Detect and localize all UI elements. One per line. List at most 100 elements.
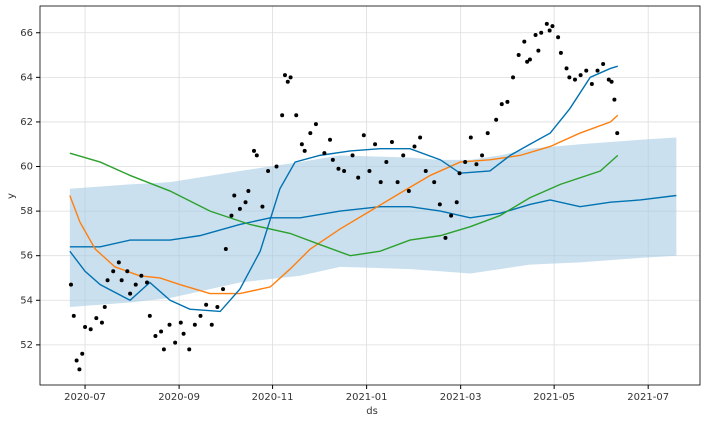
data-point: [83, 325, 88, 330]
data-point: [609, 79, 614, 84]
data-point: [485, 131, 490, 136]
data-point: [449, 213, 454, 218]
data-point: [361, 133, 366, 138]
data-point: [159, 329, 164, 334]
data-point: [308, 131, 313, 136]
plot-frame: [39, 5, 701, 386]
data-point: [294, 113, 299, 118]
data-point: [463, 160, 468, 165]
data-point: [68, 282, 73, 287]
data-point: [342, 168, 347, 173]
x-tick-label: 2021-05: [533, 392, 575, 403]
data-point: [139, 273, 144, 278]
data-point: [367, 168, 372, 173]
y-tick-label: 66: [20, 28, 33, 39]
data-point: [328, 137, 333, 142]
x-tick-label: 2020-09: [158, 392, 200, 403]
data-point: [589, 82, 594, 87]
data-point: [356, 175, 361, 180]
data-point: [313, 122, 318, 127]
line: [69, 65, 618, 313]
data-point: [322, 151, 327, 156]
data-point: [395, 180, 400, 185]
data-point: [480, 153, 485, 158]
data-point: [266, 168, 271, 173]
x-tick-label: 2020-07: [64, 392, 106, 403]
data-point: [423, 168, 428, 173]
y-tick-label: 60: [20, 162, 33, 173]
data-point: [161, 347, 166, 352]
data-point: [525, 59, 530, 64]
data-point: [229, 213, 234, 218]
data-point: [330, 157, 335, 162]
data-point: [443, 235, 448, 240]
x-tick-label: 2021-01: [346, 392, 388, 403]
data-point: [418, 135, 423, 140]
data-point: [77, 367, 82, 372]
data-point: [454, 200, 459, 205]
data-point: [615, 131, 620, 136]
data-point: [558, 50, 563, 55]
data-point: [105, 278, 110, 283]
data-point: [468, 135, 473, 140]
data-point: [246, 189, 251, 194]
data-point: [527, 57, 532, 62]
y-tick-label: 52: [20, 340, 33, 351]
data-point: [280, 113, 285, 118]
data-point: [511, 75, 516, 80]
y-tick-label: 58: [20, 206, 33, 217]
data-point: [147, 313, 152, 318]
line: [69, 114, 619, 295]
data-point: [260, 204, 265, 209]
uncertainty-band: [69, 137, 677, 307]
data-point: [494, 117, 499, 122]
data-point: [457, 171, 462, 176]
x-axis-label: ds: [366, 406, 378, 417]
data-point: [181, 331, 186, 336]
data-point: [536, 48, 541, 53]
data-point: [564, 66, 569, 71]
data-point: [144, 280, 149, 285]
data-point: [111, 269, 116, 274]
data-point: [578, 73, 583, 78]
data-point: [412, 144, 417, 149]
data-point: [432, 180, 437, 185]
y-tick-label: 62: [20, 117, 33, 128]
data-point: [251, 148, 256, 153]
data-point: [94, 316, 99, 321]
data-point: [74, 358, 79, 363]
data-point: [539, 30, 544, 35]
line: [69, 152, 619, 257]
data-point: [232, 193, 237, 198]
x-tick-label: 2020-11: [252, 392, 294, 403]
data-point: [406, 189, 411, 194]
data-point: [173, 340, 178, 345]
data-point: [505, 99, 510, 104]
data-point: [88, 327, 93, 332]
data-point: [243, 200, 248, 205]
data-point: [547, 28, 552, 33]
data-point: [378, 180, 383, 185]
data-point: [299, 142, 304, 147]
data-point: [215, 304, 220, 309]
data-point: [133, 282, 138, 287]
x-tick-label: 2021-07: [627, 392, 669, 403]
data-point: [601, 61, 606, 66]
data-point: [128, 291, 133, 296]
data-point: [221, 287, 226, 292]
data-point: [474, 162, 479, 167]
data-point: [204, 302, 209, 307]
data-point: [153, 333, 158, 338]
data-point: [516, 53, 521, 58]
data-point: [384, 160, 389, 165]
data-point: [336, 166, 341, 171]
data-point: [522, 39, 527, 44]
data-point: [288, 75, 293, 80]
data-point: [209, 322, 214, 327]
y-tick-label: 64: [20, 72, 33, 83]
data-point: [285, 79, 290, 84]
data-point: [167, 322, 172, 327]
data-point: [350, 153, 355, 158]
data-point: [533, 32, 538, 37]
data-point: [606, 77, 611, 82]
